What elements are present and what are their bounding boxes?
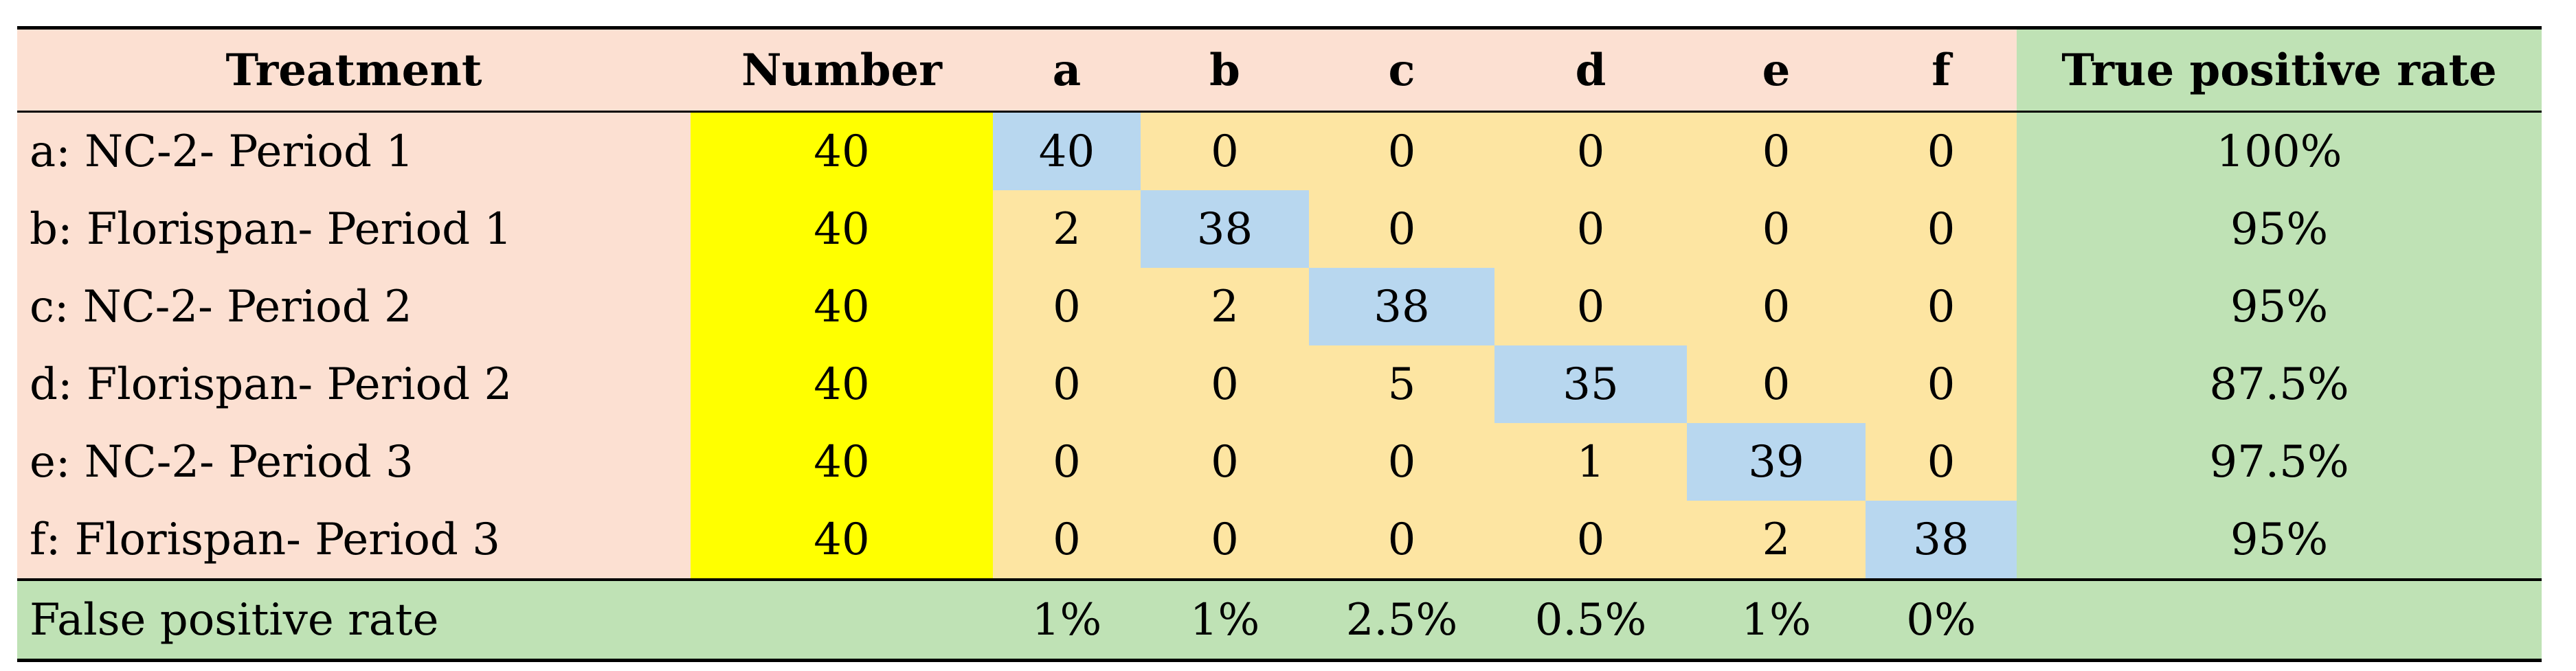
- table-row: f: Florispan- Period 3 40 0 0 0 0 2 38 9…: [17, 501, 2542, 580]
- matrix-cell: 0: [1866, 268, 2017, 345]
- matrix-cell: 0: [1494, 112, 1687, 191]
- matrix-cell: 0: [993, 268, 1141, 345]
- row-number-cell: 40: [691, 345, 993, 423]
- matrix-cell: 0: [1141, 423, 1309, 501]
- table-row: c: NC-2- Period 2 40 0 2 38 0 0 0 95%: [17, 268, 2542, 345]
- matrix-cell: 0: [1866, 423, 2017, 501]
- matrix-cell-diagonal: 38: [1309, 268, 1494, 345]
- true-positive-rate-cell: 95%: [2017, 501, 2542, 580]
- header-class-b: b: [1141, 28, 1309, 112]
- row-treatment-label: e: NC-2- Period 3: [17, 423, 691, 501]
- row-treatment-label: b: Florispan- Period 1: [17, 190, 691, 268]
- header-class-c: c: [1309, 28, 1494, 112]
- matrix-cell: 5: [1309, 345, 1494, 423]
- confusion-matrix-table: Treatment Number a b c d e f True positi…: [17, 26, 2542, 662]
- table-row: e: NC-2- Period 3 40 0 0 0 1 39 0 97.5%: [17, 423, 2542, 501]
- matrix-cell-diagonal: 38: [1141, 190, 1309, 268]
- header-treatment: Treatment: [17, 28, 691, 112]
- matrix-cell: 0: [1687, 268, 1866, 345]
- matrix-cell: 0: [1141, 501, 1309, 580]
- row-treatment-label: d: Florispan- Period 2: [17, 345, 691, 423]
- row-treatment-label: f: Florispan- Period 3: [17, 501, 691, 580]
- matrix-cell: 0: [1687, 190, 1866, 268]
- matrix-cell: 0: [1866, 345, 2017, 423]
- matrix-cell: 2: [1687, 501, 1866, 580]
- table-row: a: NC-2- Period 1 40 40 0 0 0 0 0 100%: [17, 112, 2542, 191]
- matrix-cell: 0: [1494, 190, 1687, 268]
- matrix-cell: 2: [993, 190, 1141, 268]
- false-positive-rate-row: False positive rate 1% 1% 2.5% 0.5% 1% 0…: [17, 580, 2542, 661]
- matrix-cell: 0: [1866, 112, 2017, 191]
- true-positive-rate-cell: 95%: [2017, 268, 2542, 345]
- true-positive-rate-cell: 95%: [2017, 190, 2542, 268]
- false-positive-rate-label: False positive rate: [17, 580, 691, 661]
- matrix-cell: 0: [1494, 268, 1687, 345]
- header-number: Number: [691, 28, 993, 112]
- matrix-cell: 0: [1866, 190, 2017, 268]
- matrix-cell: 2: [1141, 268, 1309, 345]
- row-number-cell: 40: [691, 190, 993, 268]
- row-number-cell: 40: [691, 501, 993, 580]
- header-class-e: e: [1687, 28, 1866, 112]
- false-positive-rate-cell: 1%: [1141, 580, 1309, 661]
- matrix-cell: 0: [1687, 345, 1866, 423]
- row-number-cell: 40: [691, 423, 993, 501]
- row-number-cell: 40: [691, 268, 993, 345]
- row-number-cell: 40: [691, 112, 993, 191]
- header-class-a: a: [993, 28, 1141, 112]
- matrix-cell: 0: [1309, 190, 1494, 268]
- table-row: d: Florispan- Period 2 40 0 0 5 35 0 0 8…: [17, 345, 2542, 423]
- footer-empty-cell: [2017, 580, 2542, 661]
- false-positive-rate-cell: 1%: [1687, 580, 1866, 661]
- header-class-f: f: [1866, 28, 2017, 112]
- false-positive-rate-cell: 0.5%: [1494, 580, 1687, 661]
- row-treatment-label: a: NC-2- Period 1: [17, 112, 691, 191]
- matrix-cell-diagonal: 35: [1494, 345, 1687, 423]
- row-treatment-label: c: NC-2- Period 2: [17, 268, 691, 345]
- header-class-d: d: [1494, 28, 1687, 112]
- matrix-cell: 1: [1494, 423, 1687, 501]
- header-row: Treatment Number a b c d e f True positi…: [17, 28, 2542, 112]
- true-positive-rate-cell: 87.5%: [2017, 345, 2542, 423]
- matrix-cell-diagonal: 38: [1866, 501, 2017, 580]
- footer-empty-cell: [691, 580, 993, 661]
- false-positive-rate-cell: 2.5%: [1309, 580, 1494, 661]
- matrix-cell: 0: [993, 345, 1141, 423]
- matrix-cell: 0: [1141, 345, 1309, 423]
- table-row: b: Florispan- Period 1 40 2 38 0 0 0 0 9…: [17, 190, 2542, 268]
- matrix-cell-diagonal: 39: [1687, 423, 1866, 501]
- header-true-positive-rate: True positive rate: [2017, 28, 2542, 112]
- false-positive-rate-cell: 0%: [1866, 580, 2017, 661]
- matrix-cell: 0: [1494, 501, 1687, 580]
- matrix-cell-diagonal: 40: [993, 112, 1141, 191]
- matrix-cell: 0: [1687, 112, 1866, 191]
- matrix-cell: 0: [1141, 112, 1309, 191]
- true-positive-rate-cell: 100%: [2017, 112, 2542, 191]
- true-positive-rate-cell: 97.5%: [2017, 423, 2542, 501]
- matrix-cell: 0: [993, 501, 1141, 580]
- matrix-cell: 0: [1309, 501, 1494, 580]
- matrix-cell: 0: [1309, 112, 1494, 191]
- matrix-cell: 0: [1309, 423, 1494, 501]
- false-positive-rate-cell: 1%: [993, 580, 1141, 661]
- matrix-cell: 0: [993, 423, 1141, 501]
